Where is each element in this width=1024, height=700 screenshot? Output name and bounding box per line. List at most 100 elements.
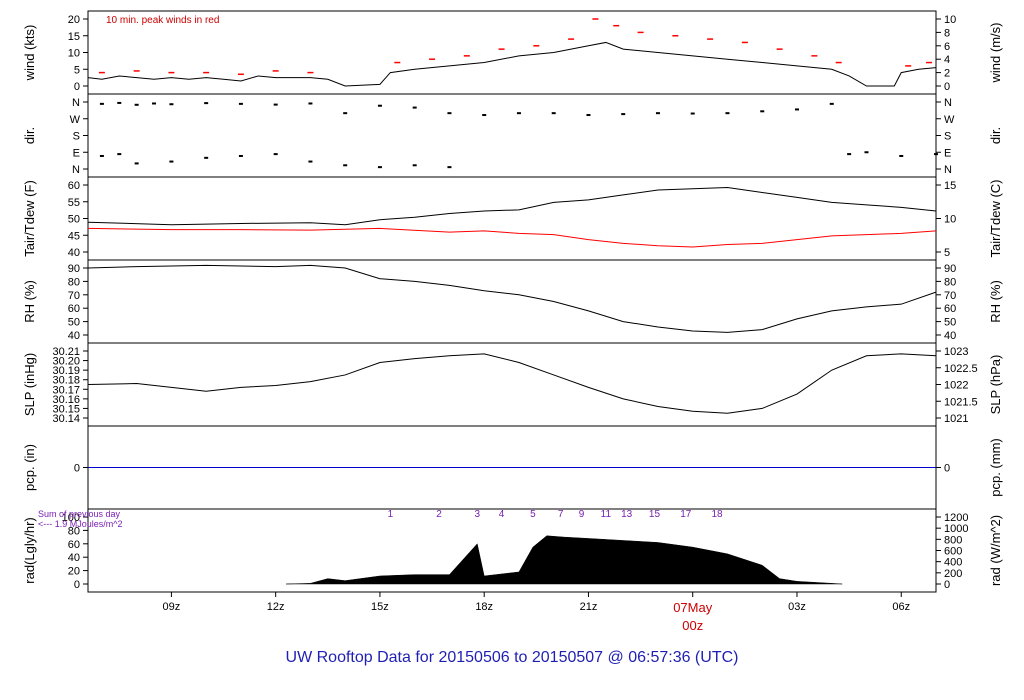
ytick-label-left-temp: 60 xyxy=(68,180,80,192)
wind-dir-point xyxy=(238,154,243,157)
wind-dir-point xyxy=(829,102,834,105)
ylabel-right-rad: rad (W/m^2) xyxy=(988,515,1003,586)
hour-marker-label: 5 xyxy=(530,509,536,520)
ytick-label-left-temp: 40 xyxy=(68,247,80,259)
ytick-label-left-wind: 0 xyxy=(74,81,80,93)
ytick-label-left-dir: E xyxy=(73,147,80,159)
ytick-label-left-rad: 80 xyxy=(68,525,80,537)
ytick-label-left-rad: 60 xyxy=(68,539,80,551)
ytick-label-right-wind: 2 xyxy=(944,68,950,80)
ylabel-left-rh: RH (%) xyxy=(22,280,37,323)
ytick-label-left-rad: 100 xyxy=(62,512,80,524)
ytick-label-right-temp: 5 xyxy=(944,247,950,259)
wind-dir-point xyxy=(308,102,313,105)
wind-dir-point xyxy=(412,164,417,167)
xtick-label: 18z xyxy=(475,601,493,613)
ylabel-right-temp: Tair/Tdew (C) xyxy=(988,179,1003,257)
wind-dir-point xyxy=(412,106,417,109)
ytick-label-right-wind: 4 xyxy=(944,54,950,66)
ytick-label-left-wind: 5 xyxy=(74,64,80,76)
ylabel-left-dir: dir. xyxy=(22,127,37,144)
ytick-label-right-slp: 1022.5 xyxy=(944,363,978,375)
ylabel-left-temp: Tair/Tdew (F) xyxy=(22,180,37,257)
ytick-label-left-rh: 60 xyxy=(68,303,80,315)
ytick-label-right-rh: 70 xyxy=(944,290,956,302)
radiation-note: <--- 1.9 MJoules/m^2 xyxy=(38,519,123,529)
ytick-label-right-slp: 1021 xyxy=(944,413,968,425)
wind-dir-point xyxy=(377,104,382,107)
wind-dir-point xyxy=(447,166,452,169)
ytick-label-left-wind: 10 xyxy=(68,48,80,60)
ytick-label-left-temp: 45 xyxy=(68,230,80,242)
wind-dir-point xyxy=(847,153,852,156)
ytick-label-right-wind: 0 xyxy=(944,81,950,93)
ytick-label-right-temp: 10 xyxy=(944,214,956,226)
wind-dir-point xyxy=(516,112,521,115)
ytick-label-left-rh: 80 xyxy=(68,276,80,288)
wind-dir-point xyxy=(377,166,382,169)
ytick-label-right-rh: 50 xyxy=(944,317,956,329)
ytick-label-right-rh: 60 xyxy=(944,303,956,315)
hour-marker-label: 2 xyxy=(436,509,442,520)
ytick-label-right-rad: 800 xyxy=(944,534,962,546)
hour-marker-label: 9 xyxy=(579,509,585,520)
wind-dir-point xyxy=(308,160,313,163)
wind-dir-point xyxy=(725,112,730,115)
ylabel-left-rad: rad(Lgly/hr) xyxy=(22,517,37,583)
wind-dir-point xyxy=(169,103,174,106)
wind-dir-point xyxy=(117,101,122,104)
ytick-label-left-rad: 40 xyxy=(68,552,80,564)
ylabel-right-dir: dir. xyxy=(988,127,1003,144)
wind-dir-point xyxy=(134,103,139,106)
ytick-label-left-dir: N xyxy=(72,97,80,109)
hour-marker-label: 4 xyxy=(499,509,505,520)
ytick-label-right-slp: 1022 xyxy=(944,380,968,392)
radiation-note: Sum of previous day xyxy=(38,509,121,519)
panel-frame-slp xyxy=(87,342,937,427)
ylabel-right-wind: wind (m/s) xyxy=(988,23,1003,84)
hour-marker-label: 13 xyxy=(621,509,633,520)
wind-dir-point xyxy=(760,110,765,113)
ytick-label-right-dir: E xyxy=(944,147,951,159)
ytick-label-right-temp: 15 xyxy=(944,180,956,192)
panel-frame-temp xyxy=(87,176,937,261)
ytick-label-right-dir: N xyxy=(944,97,952,109)
hour-marker-label: 11 xyxy=(601,509,612,520)
ylabel-right-pcp: pcp. (mm) xyxy=(988,438,1003,497)
series-line-slp-0 xyxy=(87,353,937,414)
ytick-label-left-dir: W xyxy=(70,114,81,126)
wind-dir-point xyxy=(864,151,869,154)
hour-marker-label: 18 xyxy=(711,509,723,520)
wind-dir-point xyxy=(899,154,904,157)
wind-dir-point xyxy=(343,164,348,167)
wind-dir-point xyxy=(621,113,626,116)
ytick-label-left-rad: 0 xyxy=(74,579,80,591)
ytick-label-right-rh: 90 xyxy=(944,263,956,275)
panel-frame-rh xyxy=(87,259,937,344)
wind-dir-point xyxy=(551,112,556,115)
wind-dir-point xyxy=(273,103,278,106)
ytick-label-right-dir: W xyxy=(944,114,955,126)
wind-dir-point xyxy=(482,114,487,117)
ytick-label-right-rad: 1200 xyxy=(944,512,968,524)
wind-dir-point xyxy=(794,108,799,111)
ylabel-left-slp: SLP (inHg) xyxy=(22,353,37,416)
ytick-label-right-wind: 8 xyxy=(944,27,950,39)
ytick-label-right-dir: N xyxy=(944,164,952,176)
ytick-label-left-slp: 30.16 xyxy=(52,394,80,406)
ylabel-right-slp: SLP (hPa) xyxy=(988,355,1003,415)
series-line-wind-0 xyxy=(87,41,937,87)
hour-marker-label: 1 xyxy=(388,509,394,520)
ytick-label-left-rh: 40 xyxy=(68,330,80,342)
ytick-label-right-slp: 1023 xyxy=(944,346,968,358)
ytick-label-left-slp: 30.21 xyxy=(52,346,80,358)
ytick-label-right-rad: 200 xyxy=(944,568,962,580)
ytick-label-left-slp: 30.15 xyxy=(52,403,80,415)
wind-dir-point xyxy=(152,102,157,105)
wind-dir-point xyxy=(169,160,174,163)
ytick-label-right-rad: 1000 xyxy=(944,523,968,535)
xtick-label: 03z xyxy=(788,601,806,613)
ytick-label-left-dir: S xyxy=(73,131,80,143)
ytick-label-right-wind: 6 xyxy=(944,41,950,53)
